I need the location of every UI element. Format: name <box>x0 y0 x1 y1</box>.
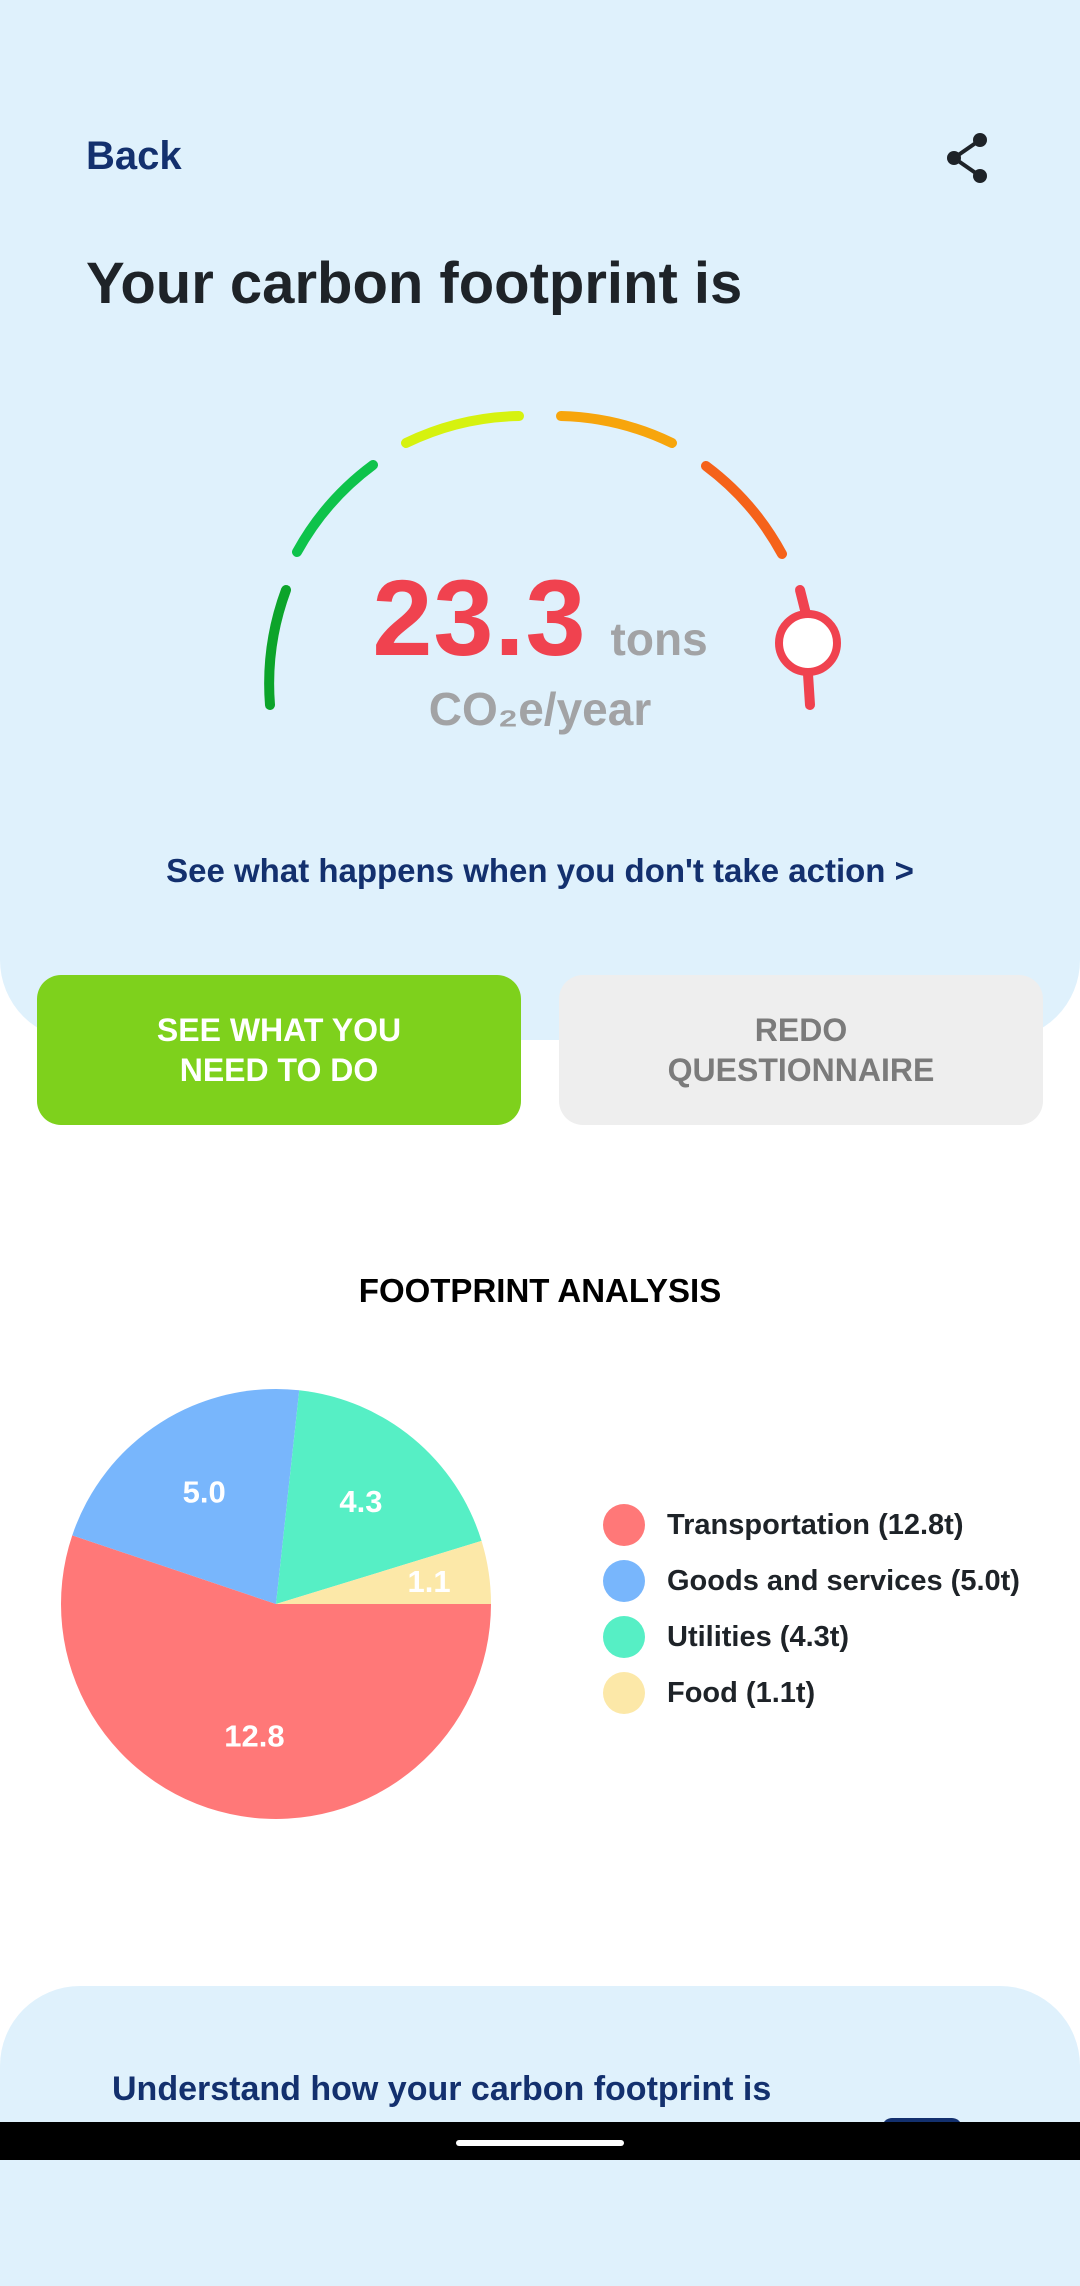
see-what-to-do-button[interactable]: SEE WHAT YOU NEED TO DO <box>37 975 521 1125</box>
analysis-title: FOOTPRINT ANALYSIS <box>358 1272 722 1309</box>
legend-label: Utilities (4.3t) <box>667 1620 850 1653</box>
pie-data-label: 5.0 <box>183 1475 226 1510</box>
legend-swatch <box>603 1560 645 1602</box>
consequences-link[interactable]: See what happens when you don't take act… <box>166 852 914 889</box>
summary-panel <box>0 0 1080 1040</box>
legend-item: Goods and services (5.0t) <box>603 1553 1020 1609</box>
footprint-sub-unit: CO₂e/year <box>428 683 652 735</box>
system-nav-bar <box>0 2122 1080 2160</box>
redo-questionnaire-button[interactable]: REDO QUESTIONNAIRE <box>559 975 1043 1125</box>
legend-swatch <box>603 1672 645 1714</box>
pie-slice-food <box>276 1540 491 1604</box>
gauge-segment-2 <box>292 460 378 557</box>
pie-data-label: 1.1 <box>408 1564 451 1599</box>
pie-data-label: 4.3 <box>339 1484 382 1519</box>
footprint-gauge <box>264 411 841 710</box>
gauge-segment-4 <box>556 411 677 448</box>
pie-slice-goods-and-services <box>72 1389 300 1604</box>
legend-swatch <box>603 1616 645 1658</box>
legend-label: Goods and services (5.0t) <box>667 1564 1020 1597</box>
page-title: Your carbon footprint is <box>86 251 743 316</box>
gauge-segment-3 <box>401 411 524 448</box>
gauge-indicator <box>775 585 841 710</box>
legend-item: Transportation (12.8t) <box>603 1497 1020 1553</box>
footprint-pie-chart: 12.8 5.0 4.3 1.1 <box>60 1389 491 1819</box>
bottom-card-text: Understand how your carbon footprint is <box>112 2070 772 2108</box>
footprint-value: 23.3 <box>372 557 587 678</box>
legend-swatch <box>603 1504 645 1546</box>
pie-slice-transportation <box>60 1535 491 1819</box>
share-icon[interactable] <box>940 130 996 186</box>
footprint-value-row: 23.3 tons <box>0 555 1080 680</box>
gauge-segment-5 <box>701 461 787 559</box>
pie-data-label: 12.8 <box>224 1719 284 1754</box>
footprint-unit: tons <box>610 613 708 665</box>
legend-label: Transportation (12.8t) <box>667 1508 964 1541</box>
legend-label: Food (1.1t) <box>667 1676 816 1709</box>
back-button[interactable]: Back <box>86 134 182 178</box>
gauge-segment-1 <box>264 585 291 710</box>
home-handle[interactable] <box>456 2140 624 2146</box>
pie-slice-utilities <box>276 1390 482 1604</box>
legend-item: Food (1.1t) <box>603 1665 1020 1721</box>
pie-legend: Transportation (12.8t) Goods and services… <box>603 1497 1020 1721</box>
legend-item: Utilities (4.3t) <box>603 1609 1020 1665</box>
